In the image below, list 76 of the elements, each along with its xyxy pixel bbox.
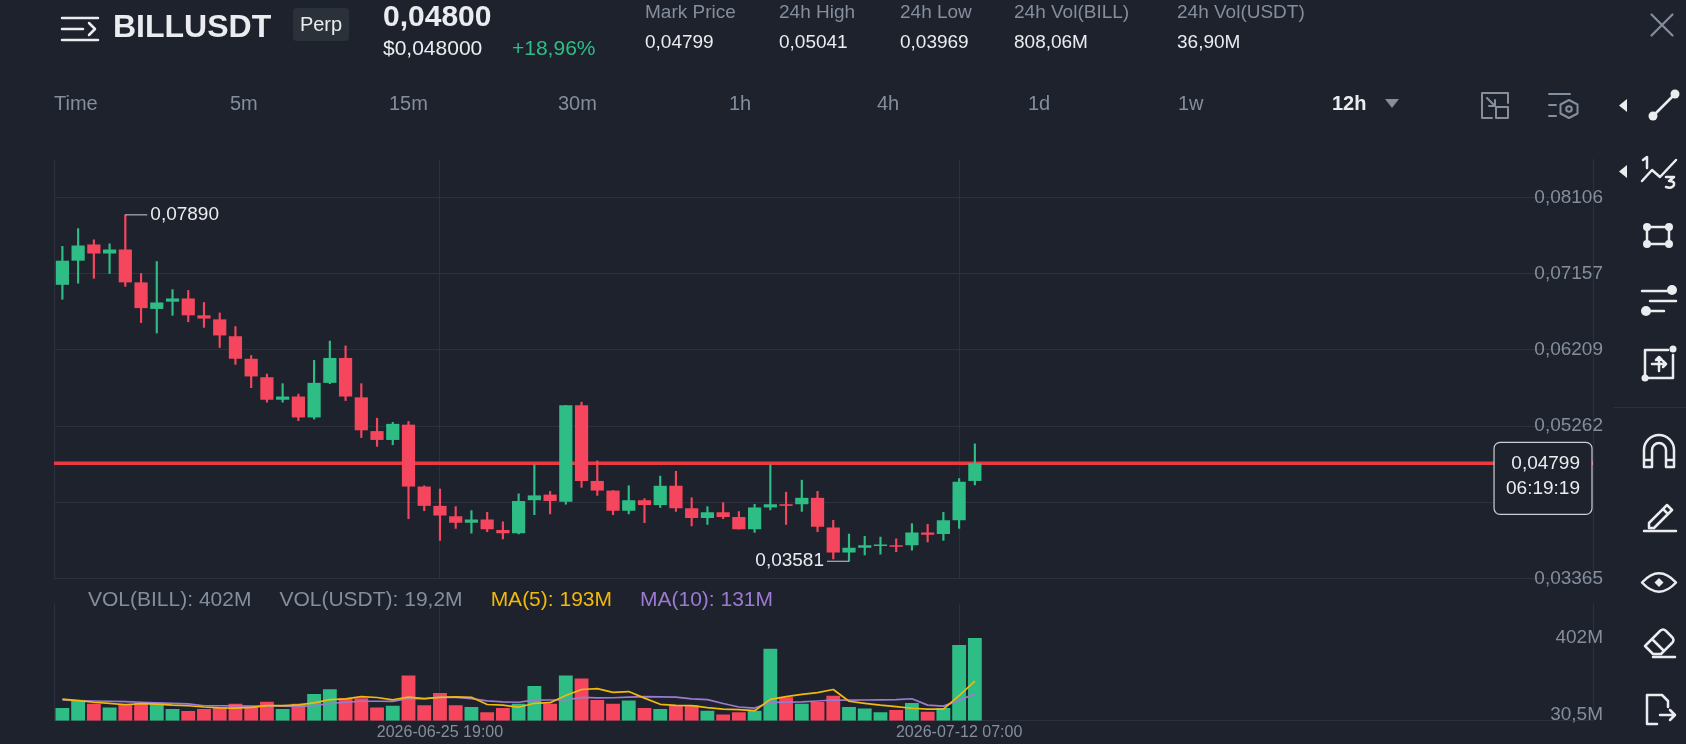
- text: 30m: [558, 91, 597, 115]
- text: 1d: [1028, 91, 1051, 115]
- bar: [181, 711, 196, 721]
- bar: [590, 699, 605, 721]
- annotation: VOL(BILL): 402M: [88, 587, 252, 610]
- x-tick-label: 2026-06-25 19:00: [376, 722, 504, 740]
- bar: [495, 708, 510, 721]
- bar: [275, 709, 290, 721]
- text: Time: [54, 91, 98, 115]
- y-tick-label: 0,06209: [1534, 338, 1603, 360]
- annotation: 0,03581: [755, 549, 824, 571]
- y-tick-label: 0,08106: [1534, 185, 1603, 207]
- candlestick: [637, 498, 652, 524]
- bar: [71, 701, 86, 721]
- bar: [354, 698, 369, 721]
- text: 12h: [1332, 91, 1367, 115]
- text: 1w: [1178, 91, 1204, 115]
- ref-line-label: 0,04799 06:19:19: [1506, 451, 1580, 498]
- bar: [433, 692, 447, 721]
- bar: [952, 644, 967, 721]
- bar: [920, 711, 935, 721]
- candlestick: [165, 289, 180, 316]
- bar: [669, 705, 683, 721]
- bar: [842, 707, 856, 721]
- text: BILLUSDT: [113, 8, 272, 44]
- text: 5m: [230, 91, 258, 115]
- text: 0,05041: [779, 31, 848, 53]
- bar: [480, 712, 495, 721]
- text: 24h High: [779, 1, 856, 23]
- badge: Perp: [293, 8, 349, 41]
- y-tick-label: 30,5M: [1550, 702, 1603, 724]
- bar: [448, 705, 463, 721]
- bar: [857, 708, 872, 721]
- bar: [810, 702, 825, 721]
- bar: [417, 705, 432, 721]
- x-tick-label: 2026-07-12 07:00: [895, 722, 1023, 740]
- bar: [370, 707, 384, 721]
- text: 24h Vol(BILL): [1014, 1, 1130, 23]
- y-tick-label: 402M: [1555, 626, 1603, 648]
- bar: [385, 705, 400, 721]
- text: 808,06M: [1014, 31, 1088, 53]
- text: 36,90M: [1177, 31, 1241, 53]
- y-tick-label: 0,07157: [1534, 262, 1603, 284]
- y-tick-label: 0,03365: [1534, 566, 1603, 588]
- text: Mark Price: [645, 1, 736, 23]
- text: 24h Low: [900, 1, 972, 23]
- bar: [197, 709, 211, 721]
- text: 0,04799: [645, 31, 714, 53]
- bar: [606, 703, 620, 721]
- annotation: 0,07890: [150, 203, 220, 225]
- text: $0,048000: [383, 36, 483, 60]
- bar: [621, 700, 636, 721]
- bar: [716, 714, 731, 721]
- text: 0,04800: [383, 0, 492, 32]
- text: 0,03969: [900, 31, 969, 53]
- bar: [543, 703, 558, 721]
- y-tick-label: 0,05262: [1534, 414, 1603, 436]
- candlestick: [464, 510, 479, 534]
- bar: [102, 707, 117, 721]
- bar: [967, 637, 982, 721]
- bar: [794, 703, 809, 721]
- bar: [558, 675, 573, 721]
- bar: [86, 703, 101, 721]
- text: 1h: [729, 91, 752, 115]
- text: 4h: [877, 91, 900, 115]
- text: 15m: [389, 91, 428, 115]
- text: MA(10): 131M: [640, 587, 774, 610]
- bar: [889, 710, 904, 721]
- text: +18,96%: [512, 36, 596, 60]
- bar: [700, 710, 715, 721]
- bar: [731, 712, 746, 721]
- bar: [55, 708, 70, 721]
- annotation: VOL(USDT): 19,2M: [279, 587, 463, 610]
- bar: [653, 709, 668, 721]
- text: MA(5): 193M: [490, 587, 612, 610]
- text: 24h Vol(USDT): [1177, 1, 1305, 23]
